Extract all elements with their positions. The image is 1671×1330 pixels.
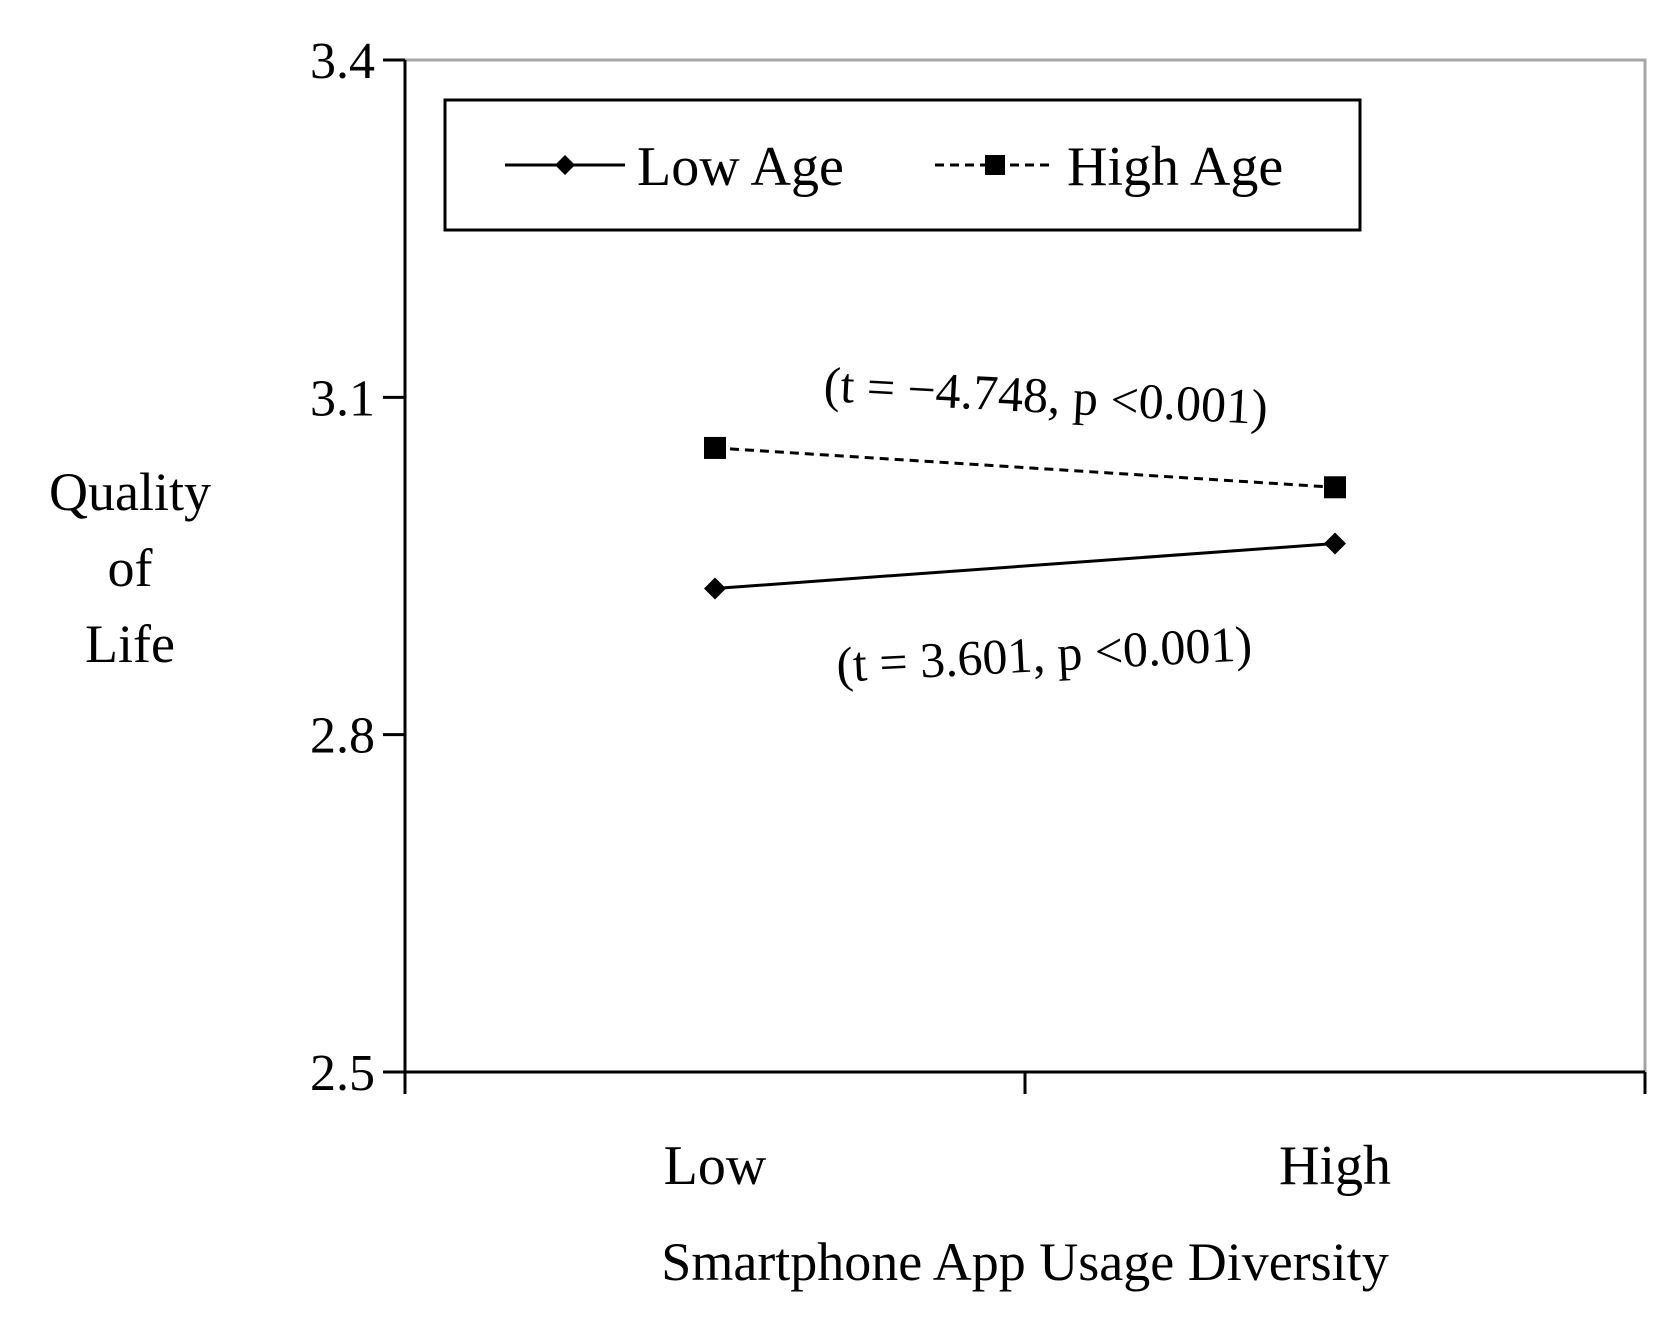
legend-box [443,98,1362,232]
series-layer [704,436,1346,600]
data-point-diamond [1324,532,1346,555]
x-tick-label: High [1279,1135,1391,1197]
legend-item: High Age [935,136,1283,198]
data-point-square [985,155,1005,175]
legend-item: Low Age [505,136,844,198]
series-low-age [704,532,1346,600]
annotation-high-age: (t = −4.748, p <0.001) [823,356,1270,435]
y-axis-label-line: Quality [49,462,211,522]
x-axis-label: Smartphone App Usage Diversity [661,1232,1388,1292]
y-tick-label: 3.4 [310,33,375,90]
legend-label: High Age [1067,136,1283,198]
annotation-low-age: (t = 3.601, p <0.001) [835,615,1253,693]
x-tick-label: Low [664,1135,767,1197]
y-axis-label-line: of [108,538,153,598]
data-point-square [704,436,726,459]
y-tick-label: 3.1 [310,370,375,427]
x-ticks: Low High [403,1072,1647,1197]
series-line [714,446,1336,489]
data-point-square [1324,476,1346,499]
series-high-age [704,436,1346,499]
y-ticks: 2.5 2.8 3.1 3.4 [310,33,405,1102]
y-axis-label-line: Life [85,614,175,674]
data-point-diamond [704,577,726,600]
legend: Low Age High Age [443,98,1362,232]
y-axis-label: Quality of Life [49,462,211,674]
annotations: (t = −4.748, p <0.001) (t = 3.601, p <0.0… [823,356,1270,693]
data-point-diamond [555,155,575,175]
series-line [714,542,1336,590]
y-tick-label: 2.8 [310,708,375,765]
legend-label: Low Age [637,136,844,198]
y-tick-label: 2.5 [310,1045,375,1102]
